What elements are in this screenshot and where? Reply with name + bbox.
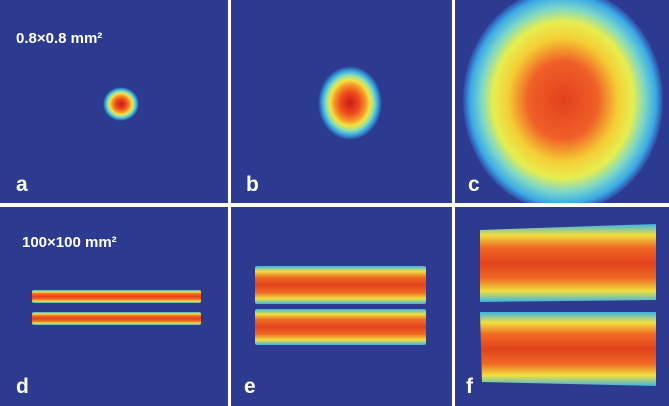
page: 0.8×0.8 mm² 100×100 mm² a b c d e f (() … xyxy=(0,0,669,406)
beam-bar xyxy=(255,309,426,345)
panel-label: b xyxy=(246,173,259,196)
beam-spot xyxy=(103,87,139,121)
figure: 0.8×0.8 mm² 100×100 mm² a b c d e f xyxy=(0,0,669,406)
panel-label: d xyxy=(16,375,29,398)
panel-e xyxy=(231,207,452,406)
beam-spot xyxy=(318,66,382,140)
panel-label: c xyxy=(468,173,480,196)
beam-bar xyxy=(480,224,656,302)
beam-bar xyxy=(32,312,201,325)
beam-bar xyxy=(32,290,201,303)
beam-bar xyxy=(255,266,426,304)
size-annotation: 0.8×0.8 mm² xyxy=(16,30,102,47)
panel-label: e xyxy=(244,375,256,398)
size-annotation: 100×100 mm² xyxy=(22,234,117,251)
beam-bar xyxy=(480,312,656,386)
panel-label: a xyxy=(16,173,28,196)
panel-label: f xyxy=(466,375,474,398)
